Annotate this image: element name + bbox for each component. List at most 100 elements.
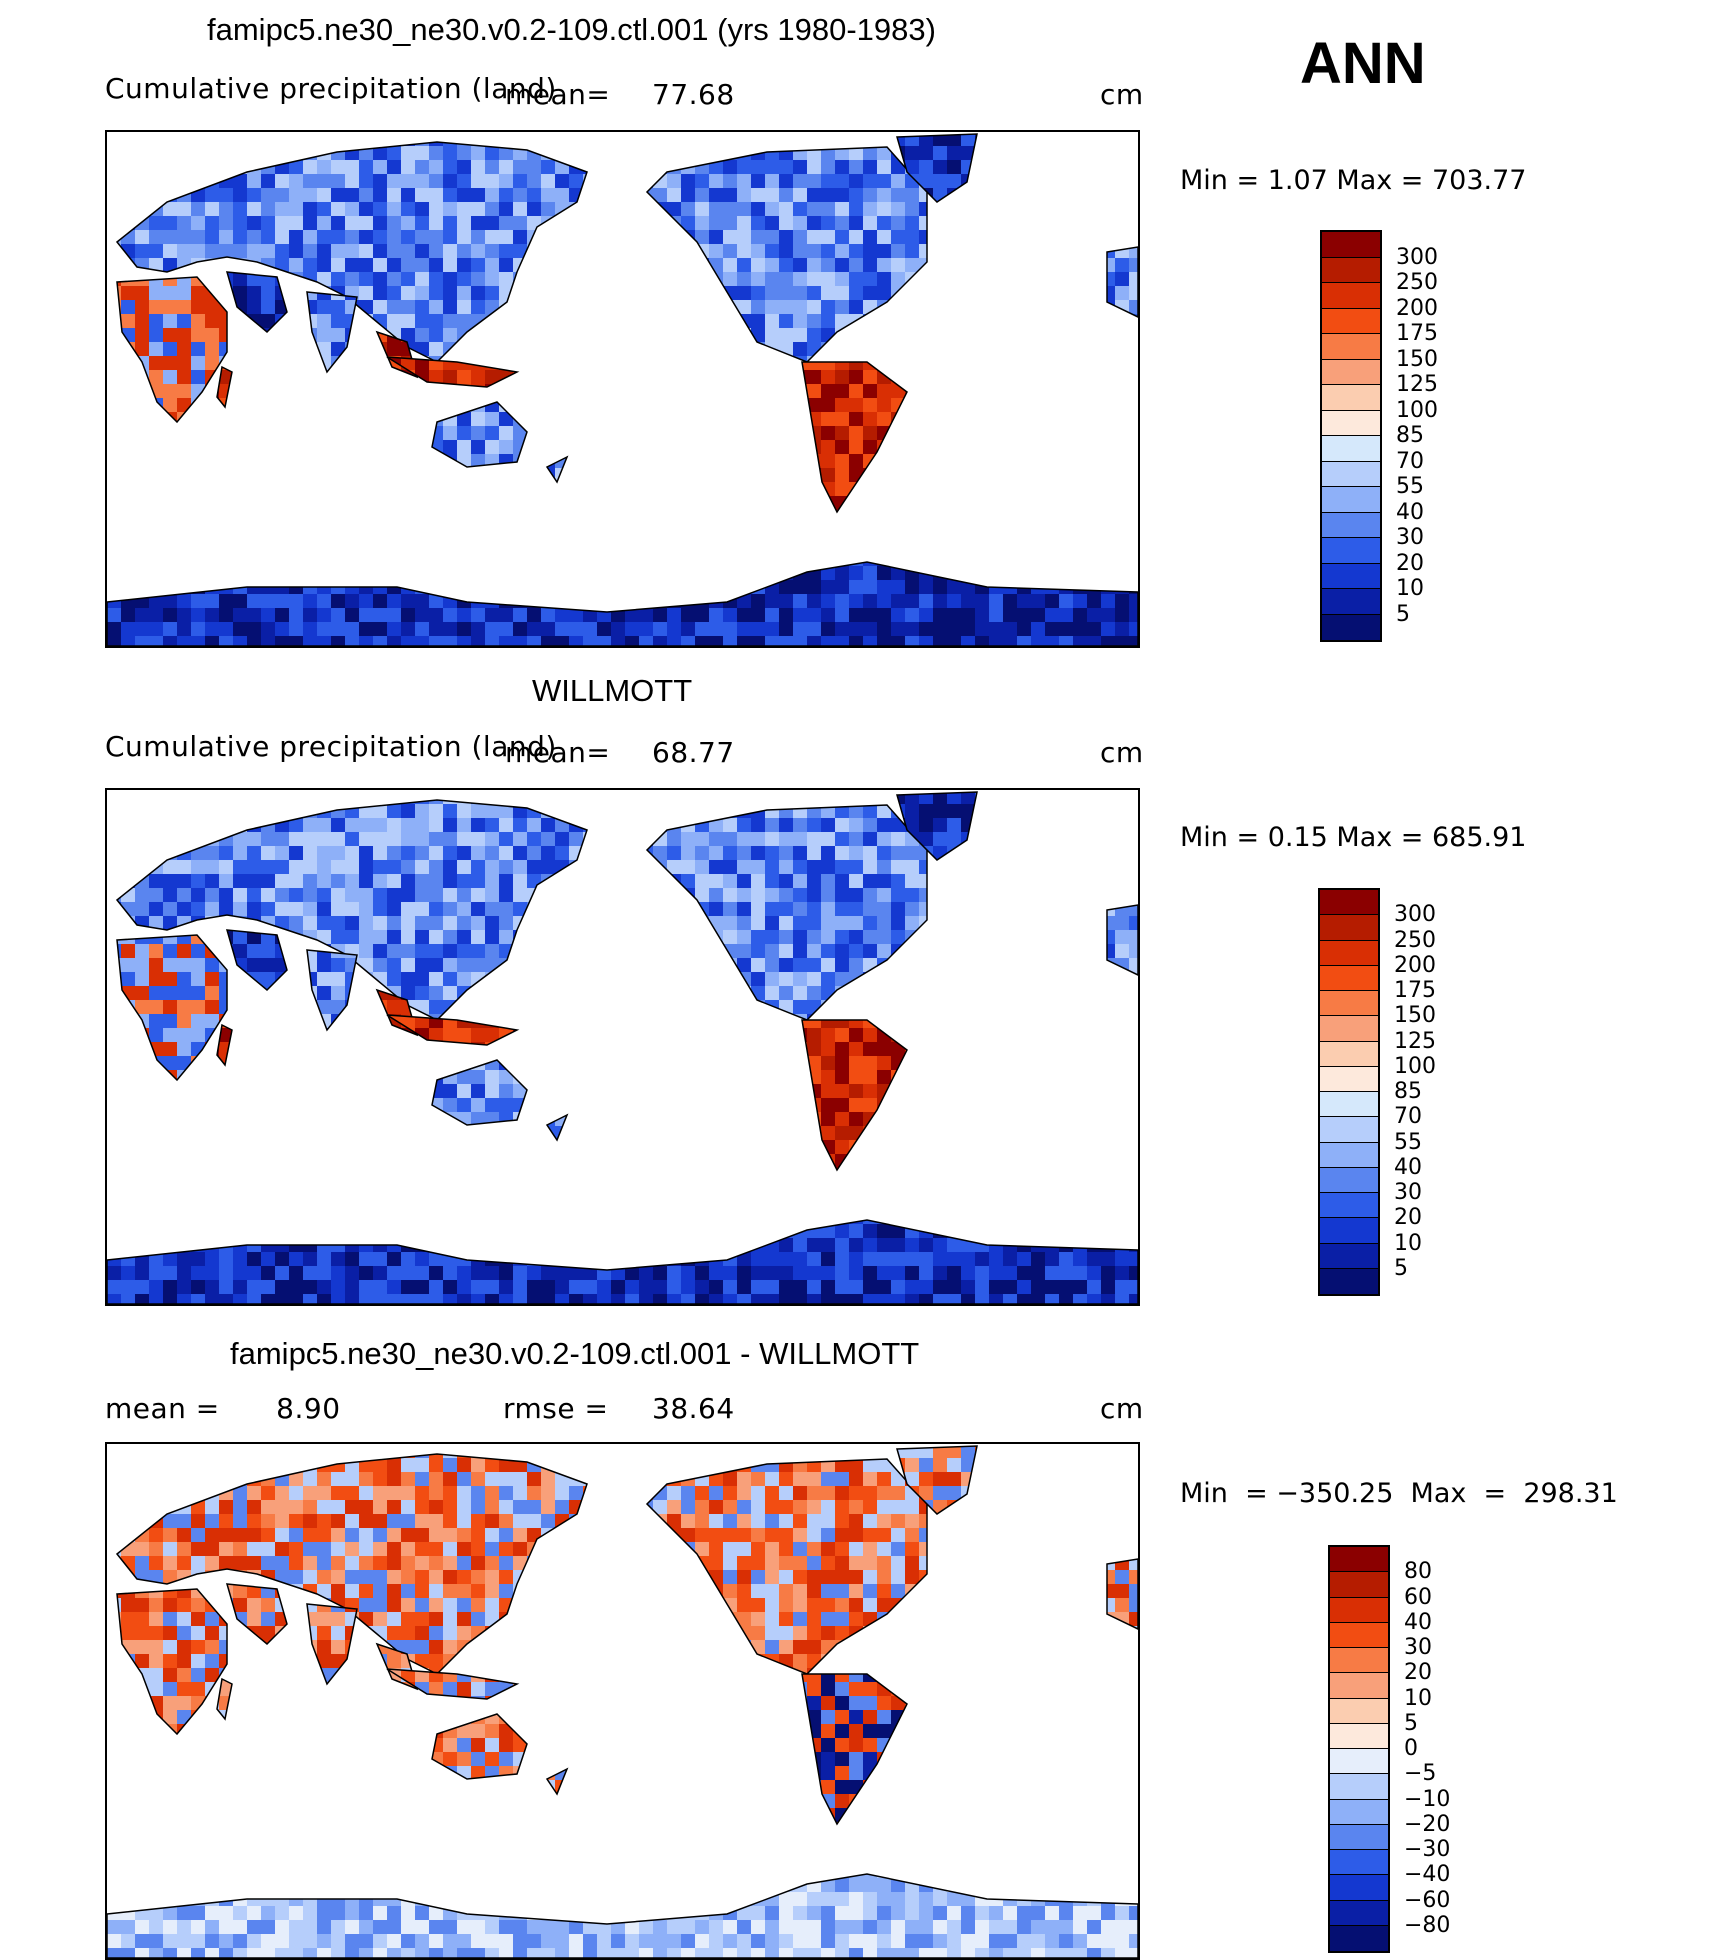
- colorbar-segment: [1330, 1572, 1388, 1597]
- colorbar-segment: [1320, 1067, 1378, 1092]
- colorbar-segment: [1322, 589, 1380, 615]
- panel-1-mean-value: 77.68: [652, 78, 735, 111]
- colorbar-segment: [1322, 513, 1380, 539]
- colorbar-segment: [1322, 487, 1380, 513]
- colorbar-segment: [1322, 538, 1380, 564]
- panel-1-min-max: Min = 1.07 Max = 703.77: [1180, 165, 1526, 196]
- colorbar-segment: [1320, 1269, 1378, 1294]
- colorbar-segment: [1322, 411, 1380, 437]
- panel-3-mean-label: mean = 8.90: [105, 1392, 341, 1425]
- colorbar-tick-label: 200: [1394, 953, 1436, 978]
- panel-3-units: cm: [1100, 1392, 1144, 1425]
- colorbar-segment: [1322, 360, 1380, 386]
- panel-3-rmse-value: 38.64: [652, 1392, 735, 1425]
- colorbar-segment: [1320, 991, 1378, 1016]
- colorbar-segment: [1322, 334, 1380, 360]
- colorbar-segment: [1330, 1673, 1388, 1698]
- panel-3-colorbar: [1328, 1545, 1390, 1953]
- colorbar-tick-label: 30: [1404, 1635, 1432, 1660]
- panel-1-map: [105, 130, 1140, 648]
- colorbar-tick-label: 60: [1404, 1585, 1432, 1610]
- colorbar-segment: [1322, 385, 1380, 411]
- colorbar-tick-label: 85: [1396, 423, 1424, 448]
- colorbar-tick-label: 100: [1396, 398, 1438, 423]
- panel-2-map: [105, 788, 1140, 1306]
- colorbar-tick-label: 20: [1404, 1660, 1432, 1685]
- colorbar-tick-label: 40: [1396, 500, 1424, 525]
- colorbar-segment: [1322, 615, 1380, 641]
- colorbar-segment: [1330, 1850, 1388, 1875]
- colorbar-tick-label: 40: [1404, 1610, 1432, 1635]
- colorbar-tick-label: 175: [1396, 321, 1438, 346]
- panel-2-min-max: Min = 0.15 Max = 685.91: [1180, 822, 1526, 853]
- colorbar-segment: [1330, 1901, 1388, 1926]
- colorbar-segment: [1320, 1143, 1378, 1168]
- colorbar-tick-label: −5: [1404, 1761, 1436, 1786]
- panel-3-min-max: Min = −350.25 Max = 298.31: [1180, 1478, 1618, 1509]
- panel-3-map-canvas: [107, 1444, 1138, 1958]
- colorbar-segment: [1322, 436, 1380, 462]
- colorbar-tick-label: 150: [1394, 1003, 1436, 1028]
- colorbar-segment: [1322, 258, 1380, 284]
- colorbar-tick-label: 70: [1394, 1104, 1422, 1129]
- colorbar-tick-label: −20: [1404, 1812, 1450, 1837]
- colorbar-segment: [1322, 462, 1380, 488]
- colorbar-tick-label: 10: [1404, 1686, 1432, 1711]
- colorbar-tick-label: −80: [1404, 1913, 1450, 1938]
- colorbar-tick-label: 20: [1396, 551, 1424, 576]
- colorbar-tick-label: 175: [1394, 978, 1436, 1003]
- panel-1-variable-label: Cumulative precipitation (land): [105, 72, 557, 105]
- colorbar-tick-label: 100: [1394, 1054, 1436, 1079]
- panel-3-title: famipc5.ne30_ne30.v0.2-109.ctl.001 - WIL…: [230, 1336, 919, 1372]
- colorbar-segment: [1320, 1016, 1378, 1041]
- colorbar-tick-label: 300: [1396, 245, 1438, 270]
- colorbar-segment: [1322, 309, 1380, 335]
- panel-2-mean-value: 68.77: [652, 736, 735, 769]
- colorbar-tick-label: 0: [1404, 1736, 1418, 1761]
- colorbar-segment: [1320, 890, 1378, 915]
- panel-1-map-canvas: [107, 132, 1138, 646]
- colorbar-tick-label: −30: [1404, 1837, 1450, 1862]
- colorbar-segment: [1330, 1875, 1388, 1900]
- season-label: ANN: [1300, 30, 1426, 97]
- colorbar-tick-label: 55: [1394, 1130, 1422, 1155]
- colorbar-tick-label: 250: [1394, 928, 1436, 953]
- colorbar-tick-label: 150: [1396, 347, 1438, 372]
- colorbar-tick-label: 200: [1396, 296, 1438, 321]
- colorbar-segment: [1320, 915, 1378, 940]
- colorbar-segment: [1330, 1749, 1388, 1774]
- colorbar-segment: [1330, 1623, 1388, 1648]
- colorbar-tick-label: −60: [1404, 1888, 1450, 1913]
- colorbar-tick-label: 30: [1396, 525, 1424, 550]
- colorbar-segment: [1330, 1724, 1388, 1749]
- panel-2-colorbar: [1318, 888, 1380, 1296]
- colorbar-tick-label: 5: [1394, 1256, 1408, 1281]
- colorbar-segment: [1330, 1774, 1388, 1799]
- panel-2-mean-label: mean=: [505, 736, 610, 769]
- colorbar-segment: [1320, 1117, 1378, 1142]
- panel-2-title: WILLMOTT: [532, 673, 692, 709]
- colorbar-tick-label: 250: [1396, 270, 1438, 295]
- colorbar-tick-label: −10: [1404, 1787, 1450, 1812]
- land-region-eurasia: [107, 132, 1138, 646]
- colorbar-segment: [1330, 1825, 1388, 1850]
- colorbar-segment: [1320, 1042, 1378, 1067]
- panel-3-rmse-label: rmse =: [503, 1392, 608, 1425]
- colorbar-segment: [1320, 1193, 1378, 1218]
- colorbar-segment: [1320, 941, 1378, 966]
- panel-1-units: cm: [1100, 78, 1144, 111]
- colorbar-segment: [1320, 1244, 1378, 1269]
- colorbar-tick-label: 30: [1394, 1180, 1422, 1205]
- colorbar-segment: [1320, 1218, 1378, 1243]
- colorbar-segment: [1322, 564, 1380, 590]
- colorbar-tick-label: 20: [1394, 1205, 1422, 1230]
- colorbar-tick-label: 125: [1396, 372, 1438, 397]
- colorbar-tick-label: −40: [1404, 1862, 1450, 1887]
- panel-1-mean-label: mean=: [505, 78, 610, 111]
- panel-2-variable-label: Cumulative precipitation (land): [105, 730, 557, 763]
- colorbar-segment: [1320, 1092, 1378, 1117]
- colorbar-tick-label: 55: [1396, 474, 1424, 499]
- colorbar-tick-label: 70: [1396, 449, 1424, 474]
- colorbar-tick-label: 80: [1404, 1559, 1432, 1584]
- panel-2-units: cm: [1100, 736, 1144, 769]
